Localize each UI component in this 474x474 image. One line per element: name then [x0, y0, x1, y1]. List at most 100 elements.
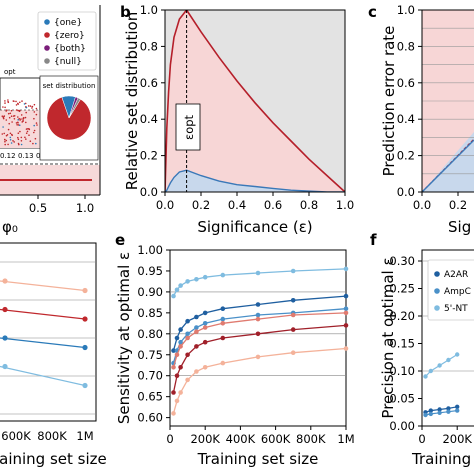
- panel-b-xtick-label: 0.4: [228, 198, 246, 212]
- panel-f-point: [423, 412, 428, 418]
- inset-point: [22, 120, 24, 122]
- panel-e-point: [194, 314, 199, 320]
- panel-e-point: [202, 339, 208, 345]
- inset-point: [15, 122, 18, 124]
- panel-e-point: [178, 344, 183, 349]
- inset-point: [2, 126, 4, 128]
- panel-c-ytick-label: 0.6: [397, 76, 415, 90]
- panel-a: 0.5 1.0 φ₀ opt 0.12 0.13 0.14 {one} {zer…: [0, 5, 101, 236]
- inset-point: [8, 116, 11, 119]
- inset-point: [32, 142, 34, 145]
- panel-f-letter: f: [370, 231, 377, 249]
- inset-point: [8, 122, 10, 125]
- inset-point: [25, 128, 28, 130]
- inset-point: [1, 115, 4, 117]
- panel-b-ytick-label: 0.0: [140, 185, 158, 199]
- panel-e-point: [220, 335, 226, 341]
- inset-point: [35, 107, 38, 110]
- panel-e-point: [290, 298, 296, 303]
- panel-e-ytick-label: 0.85: [137, 306, 163, 320]
- inset-point: [3, 132, 5, 135]
- panel-a-inset-label: opt: [4, 68, 16, 76]
- panel-b-ytick-label: 0.2: [140, 149, 158, 163]
- inset-point: [4, 138, 6, 141]
- panel-d-series-line: [0, 365, 86, 387]
- panel-f-ytick-label: 0.10: [389, 364, 415, 378]
- panel-c-yticks: 0.0 0.2 0.4 0.6 0.8 1.0: [397, 3, 422, 199]
- panel-a-legend: {one} {zero} {both} {null}: [37, 11, 97, 71]
- panel-f-point: [428, 411, 433, 417]
- panel-b-ytick-label: 0.4: [140, 112, 158, 126]
- inset-point: [35, 142, 37, 145]
- panel-f-point: [437, 407, 442, 412]
- panel-c-xticks: 0.0 0.2: [413, 192, 467, 212]
- legend-label-a2ar: A2AR: [444, 270, 468, 280]
- panel-f-point: [455, 404, 460, 409]
- panel-e-point: [178, 327, 183, 332]
- panel-e: e 0 200K 400K 600K 800K 1M 0.600.650.700.750.…: [115, 231, 355, 468]
- legend-marker-5nt: [434, 305, 440, 311]
- panel-c-ytick-label: 0.2: [397, 149, 415, 163]
- inset-point: [27, 128, 29, 130]
- panel-d-series-line: [0, 308, 86, 320]
- inset-point: [24, 136, 26, 139]
- panel-b-zero-line: [165, 10, 345, 192]
- legend-label-ampc: AmpC: [444, 287, 471, 297]
- inset-point: [35, 113, 38, 116]
- panel-b: b εopt 0.0 0.2 0.4 0.6 0.8 1.0 0.00.20.40.60.…: [120, 3, 354, 236]
- panel-e-series-line: [172, 347, 347, 414]
- panel-b-ytick-label: 1.0: [140, 3, 158, 17]
- panel-e-xtick-label: 800K: [296, 432, 326, 446]
- panel-c-ytick-label: 0.4: [397, 112, 415, 126]
- inset-point: [15, 109, 18, 111]
- panel-a-xlabel: φ₀: [2, 218, 18, 236]
- inset-point: [22, 119, 24, 121]
- legend-label-both: {both}: [54, 44, 86, 54]
- inset-point: [34, 137, 37, 140]
- panel-e-point: [178, 365, 183, 370]
- panel-b-xtick-label: 1.0: [336, 198, 354, 212]
- inset-point: [35, 122, 38, 124]
- panel-b-letter: b: [120, 3, 131, 21]
- panel-d-gridlines: [0, 261, 96, 415]
- inset-point: [4, 143, 6, 146]
- inset-point: [29, 140, 32, 142]
- panel-c-xtick-label: 0.2: [449, 198, 467, 212]
- panel-e-point: [255, 270, 261, 276]
- inset-point: [17, 124, 20, 126]
- panel-f-ylabel: Precision at optimal ε: [379, 257, 397, 418]
- panel-a-inset-points: [1, 99, 38, 146]
- panel-d-point: [82, 287, 88, 294]
- panel-e-point: [194, 277, 199, 282]
- panel-b-annotation-label: εopt: [182, 114, 196, 140]
- panel-a-pie-box: set distribution: [39, 75, 99, 161]
- panel-e-point: [290, 312, 296, 318]
- panel-f-point: [423, 374, 428, 379]
- panel-d-series-line: [0, 280, 86, 292]
- panel-c: c 0.0 0.2 0.4 0.6 0.8 1.0 0.0 0.2 Prediction e…: [368, 3, 474, 236]
- panel-e-point: [343, 306, 349, 312]
- panel-e-point: [185, 352, 190, 358]
- panel-e-point: [174, 398, 180, 404]
- panel-d-point: [82, 344, 88, 351]
- panel-e-point: [174, 335, 180, 341]
- inset-point: [17, 136, 19, 139]
- panel-e-point: [171, 293, 176, 299]
- inset-point: [33, 129, 36, 132]
- panel-e-point: [290, 327, 296, 332]
- panel-e-point: [202, 274, 208, 280]
- legend-label-5nt: 5'-NT: [444, 304, 468, 314]
- panel-e-point: [202, 365, 208, 370]
- panel-b-zero-area: [165, 10, 345, 192]
- panel-e-series: [171, 266, 349, 416]
- panel-c-letter: c: [368, 3, 377, 21]
- panel-b-annotation: εopt: [175, 103, 201, 151]
- panel-d-frame: [0, 242, 97, 422]
- panel-f-ytick-label: 0.00: [389, 419, 415, 433]
- inset-point: [20, 143, 23, 146]
- panel-e-point: [194, 369, 199, 374]
- panel-b-one-line: [165, 169, 345, 192]
- inset-point: [33, 124, 35, 127]
- panel-a-inset-xtick: 0.12: [0, 152, 16, 160]
- panel-e-xtick-label: 600K: [261, 432, 291, 446]
